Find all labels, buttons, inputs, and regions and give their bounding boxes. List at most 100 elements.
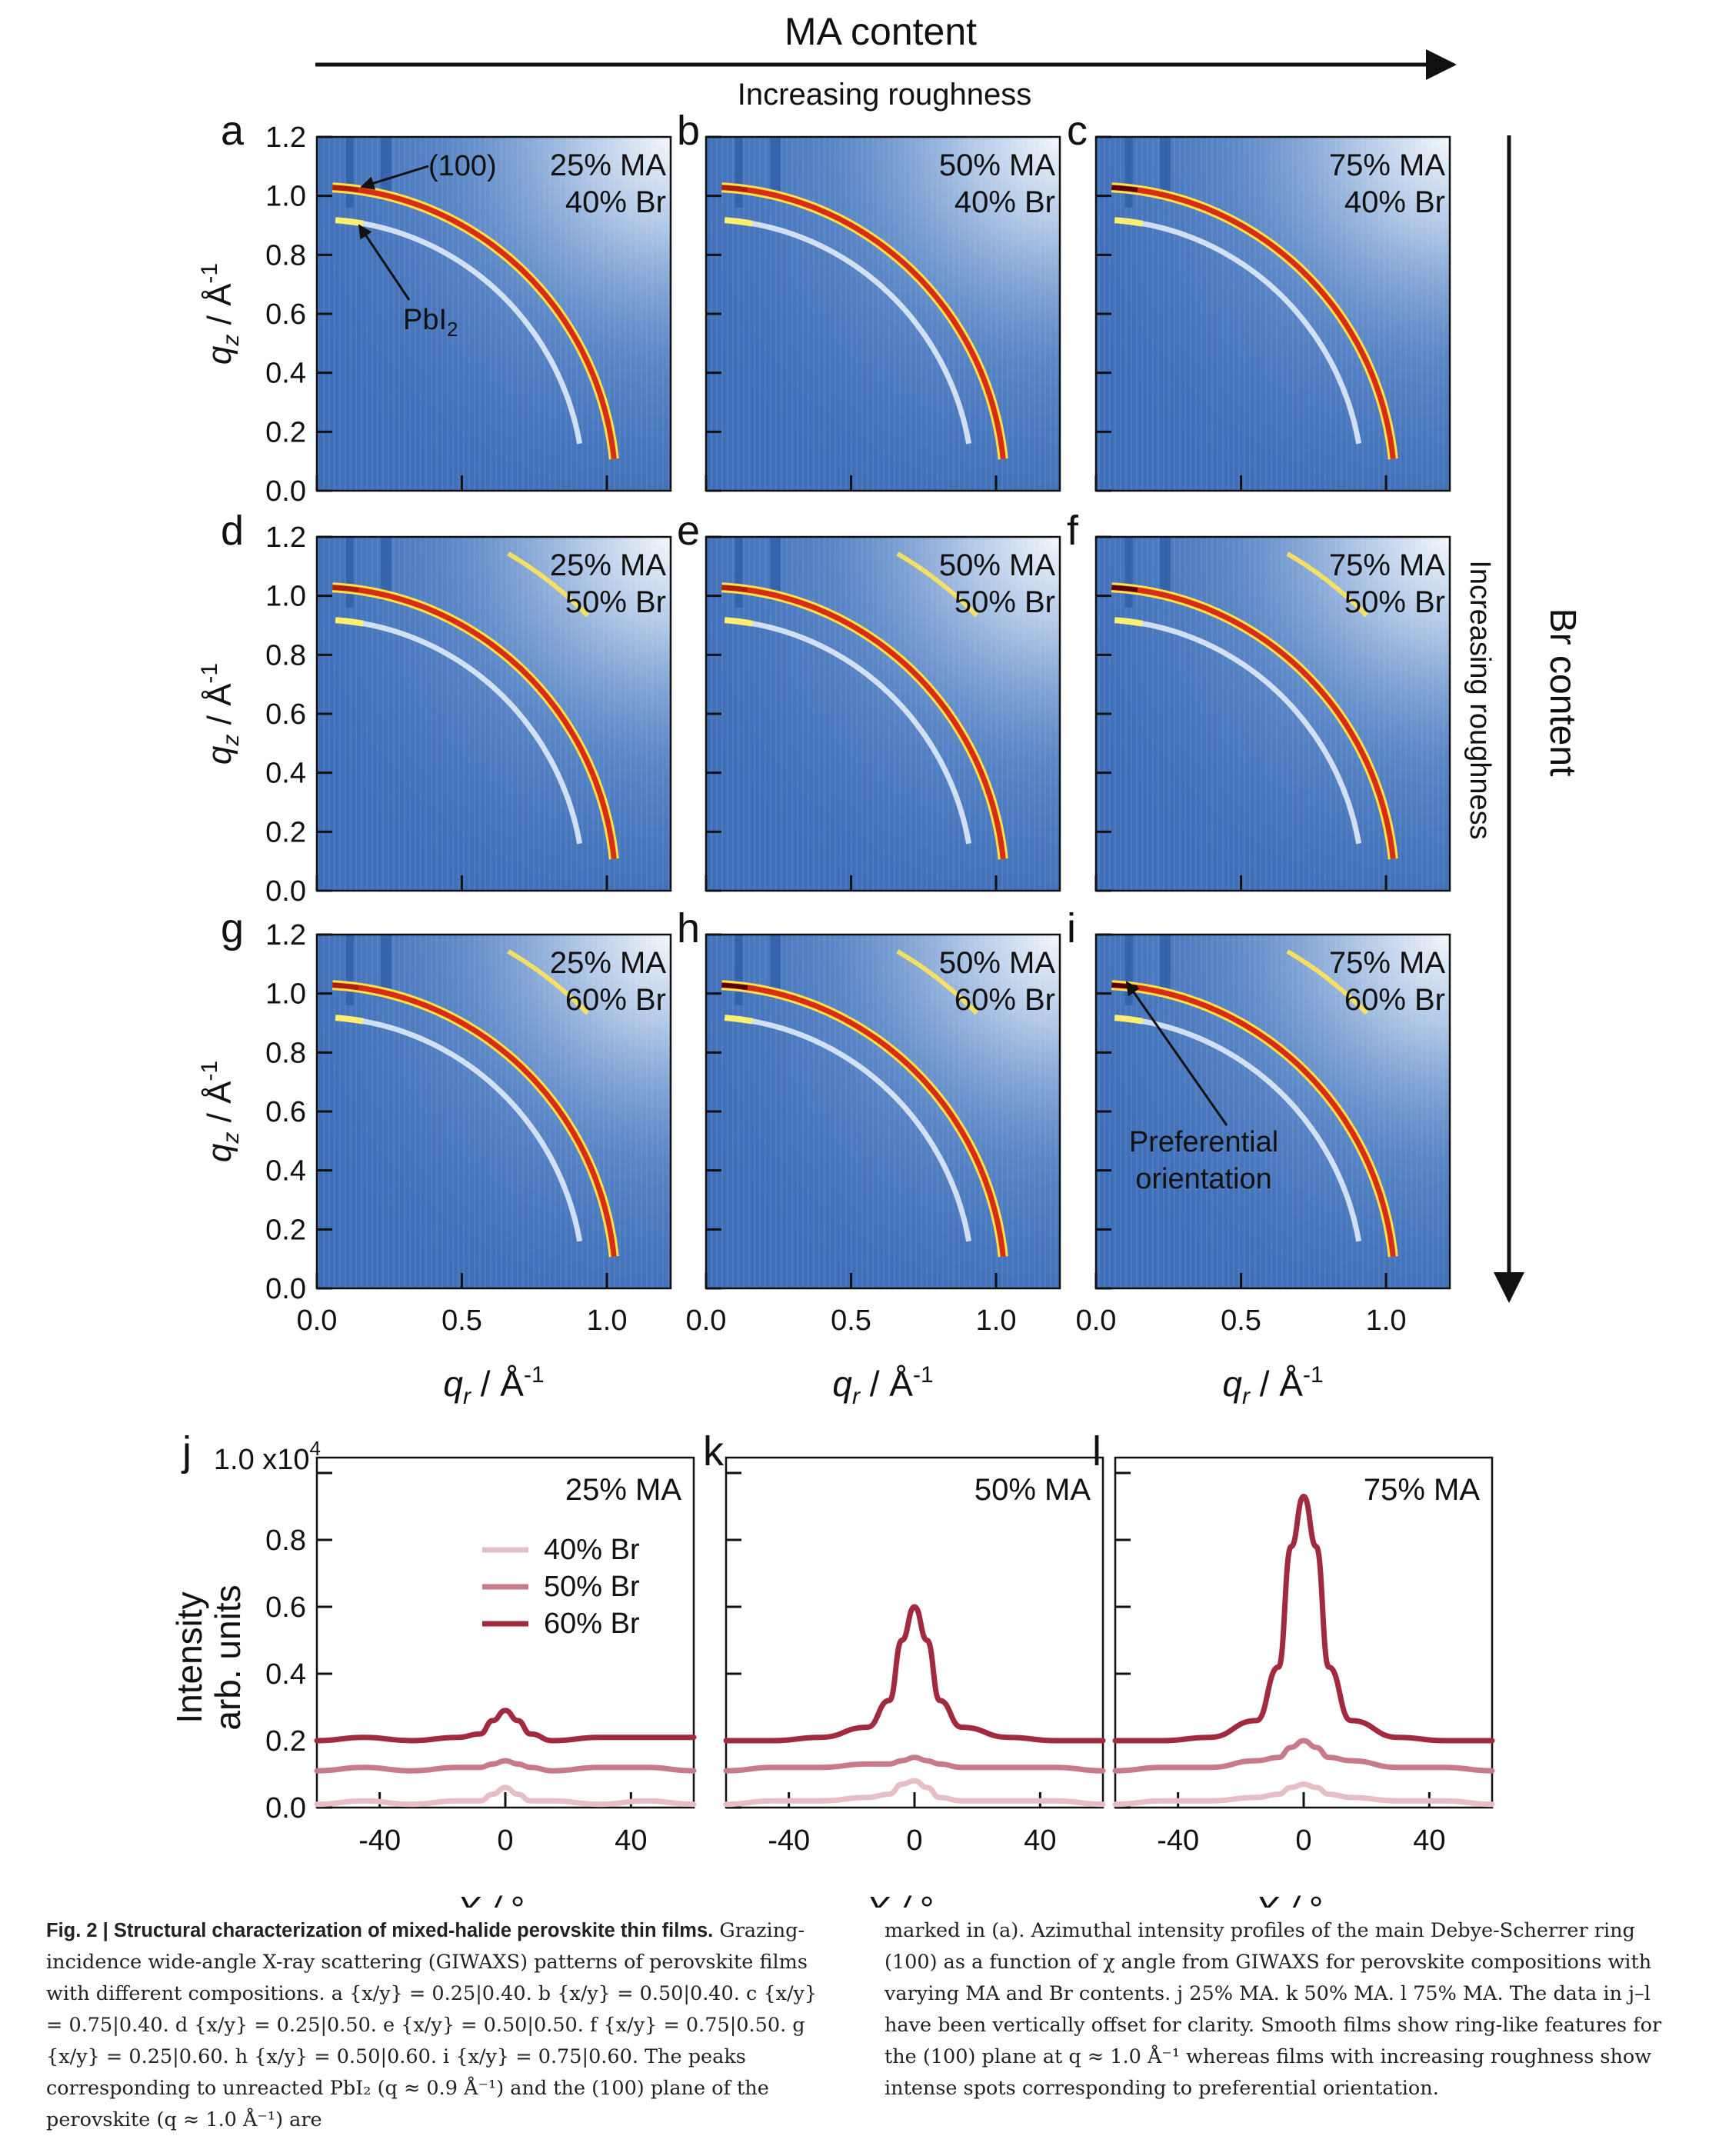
pbi2-ring <box>1114 617 1362 845</box>
right-arrow-sublabel: Increasing roughness <box>1464 560 1496 839</box>
caption-text-1: Grazing-incidence wide-angle X-ray scatt… <box>46 1919 818 2131</box>
detector-gap <box>1159 137 1171 201</box>
ma-label: 25% MA <box>550 946 666 980</box>
giwaxs-x-axis-label: qr / Å-1 <box>443 1362 544 1409</box>
pbi2-ring <box>335 1015 583 1242</box>
ma-label: 25% MA <box>550 548 666 582</box>
perovskite-ring-peak <box>721 185 748 192</box>
debye-scherrer-rings <box>331 182 619 460</box>
y-tick-label: 0.6 <box>265 1096 306 1128</box>
preferential-orientation-annotation-line1: Preferential <box>1129 1126 1278 1158</box>
ma-label: 75% MA <box>1329 946 1445 980</box>
caption-text-2: marked in (a). Azimuthal intensity profi… <box>884 1919 1662 2100</box>
x-tick-label: 40 <box>615 1824 647 1857</box>
detector-gap <box>735 537 743 608</box>
y-tick-label: 0.4 <box>265 1658 306 1691</box>
series-line-60-br <box>1112 1493 1495 1744</box>
detector-gap <box>1124 935 1133 1005</box>
x-tick-label: 0.0 <box>297 1305 338 1337</box>
perovskite-ring <box>721 185 1006 460</box>
br-label: 40% Br <box>954 185 1055 219</box>
ma-label: 75% MA <box>1364 1473 1480 1507</box>
profile-y-axis-label-line2: arb. units <box>208 1585 248 1730</box>
y-tick-label: 1.0 <box>265 978 306 1011</box>
debye-scherrer-rings <box>721 182 1008 460</box>
pbi2-ring <box>335 217 583 445</box>
x-tick-label: 1.0 <box>976 1305 1017 1337</box>
legend-entry: 50% Br <box>544 1571 640 1603</box>
x-tick-label: 40 <box>1024 1824 1056 1857</box>
series-line-60-br <box>723 1604 1106 1744</box>
figure-caption: Fig. 2 | Structural characterization of … <box>46 1915 1677 2146</box>
detector-gap <box>380 137 391 201</box>
detector-gap <box>769 935 781 998</box>
detector-gap <box>345 935 354 1005</box>
perovskite-ring <box>332 982 617 1258</box>
pbi2-ring <box>724 1015 972 1242</box>
giwaxs-y-axis-label: qz / Å-1 <box>197 263 244 365</box>
x-tick-label: 1.0 <box>1366 1305 1407 1337</box>
detector-gap <box>1124 537 1133 608</box>
x-tick-label: 0.0 <box>686 1305 727 1337</box>
perovskite-ring-peak <box>332 585 359 592</box>
giwaxs-x-axis-label: qr / Å-1 <box>1222 1362 1323 1409</box>
outer-ring <box>507 949 590 1015</box>
detector-gap <box>380 935 391 998</box>
y-tick-label: 0.4 <box>265 1155 306 1188</box>
x-tick-label: -40 <box>358 1824 401 1857</box>
perovskite-ring <box>332 585 617 860</box>
detector-gap <box>735 935 743 1005</box>
perovskite-ring-peak <box>721 982 748 990</box>
ma-label: 50% MA <box>939 946 1055 980</box>
series-line-60-br <box>314 1708 697 1744</box>
y-tick-label: 0.0 <box>265 1273 306 1305</box>
detector-gap <box>345 537 354 608</box>
ma-label: 50% MA <box>939 548 1055 582</box>
perovskite-ring <box>1111 585 1396 860</box>
series-line-40-br <box>314 1784 697 1808</box>
panel-letter: h <box>677 905 700 951</box>
pbi2-ring <box>724 217 972 445</box>
br-label: 50% Br <box>954 585 1055 619</box>
ma-label: 50% MA <box>939 148 1055 182</box>
panel-letter: a <box>221 108 245 154</box>
right-arrow-label: Br content <box>1542 608 1583 777</box>
legend-entry: 60% Br <box>544 1608 640 1640</box>
panel-letter: i <box>1067 905 1076 951</box>
x-tick-label: -40 <box>1157 1824 1199 1857</box>
detector-gap <box>735 137 743 208</box>
outer-ring <box>1286 949 1369 1015</box>
x-tick-label: -40 <box>768 1824 810 1857</box>
profile-frame <box>315 1456 695 1809</box>
pbi2-ring-peak <box>724 617 753 627</box>
panel-letter: e <box>677 508 700 554</box>
pbi2-annotation: PbI2 <box>403 304 458 341</box>
ma-label: 25% MA <box>565 1473 681 1507</box>
debye-scherrer-rings <box>331 949 619 1258</box>
pbi2-ring-peak <box>1114 617 1143 627</box>
series-line-50-br <box>723 1754 1106 1774</box>
y-tick-label: 0.2 <box>265 816 306 848</box>
br-label: 60% Br <box>565 983 666 1017</box>
y-tick-label: 0.2 <box>265 1725 306 1758</box>
x-tick-label: 40 <box>1413 1824 1445 1857</box>
outer-ring <box>507 551 590 618</box>
perovskite-ring-peak <box>332 982 359 990</box>
pbi2-ring-peak <box>335 1015 364 1025</box>
x-tick-label: 0 <box>906 1824 922 1857</box>
debye-scherrer-rings <box>1111 551 1398 860</box>
y-tick-label: 0.6 <box>265 298 306 331</box>
outer-ring <box>896 949 979 1015</box>
detector-gap <box>345 137 354 208</box>
pbi2-ring <box>724 617 972 845</box>
perovskite-ring-peak <box>1111 585 1138 592</box>
panel-letter: j <box>181 1428 192 1475</box>
giwaxs-y-axis-label: qz / Å-1 <box>197 1061 244 1162</box>
panel-letter: g <box>221 905 244 951</box>
ma-label: 75% MA <box>1329 148 1445 182</box>
debye-scherrer-rings <box>1111 182 1398 460</box>
